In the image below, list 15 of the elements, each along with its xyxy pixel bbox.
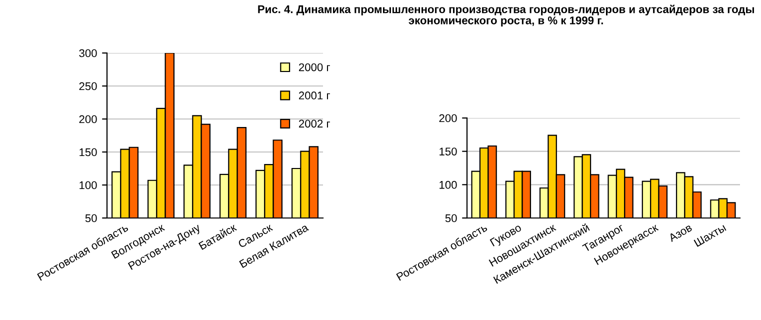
y-tick-label: 200	[439, 114, 457, 122]
legend-label: 2000 г	[298, 63, 330, 72]
x-tick-label: Азов	[668, 223, 692, 242]
y-tick-label: 250	[79, 82, 97, 90]
y-tick-label: 50	[445, 214, 457, 222]
y-tick-label: 100	[80, 181, 97, 190]
y-tick-label: 200	[79, 115, 97, 124]
legend-label: 2002 г	[298, 120, 330, 128]
y-tick-label: 150	[80, 148, 97, 156]
y-tick-label: 300	[79, 49, 97, 58]
y-tick-label: 150	[440, 148, 457, 156]
legend-label: 2001 г	[298, 92, 330, 100]
y-tick-label: 100	[440, 180, 457, 189]
text: Рис. 4. Динамика промышленного производства городов-лидеров и аутсайдеров за годы экономического роста, в % к 1999 г.	[258, 4, 754, 27]
y-tick-label: 50	[85, 214, 97, 222]
